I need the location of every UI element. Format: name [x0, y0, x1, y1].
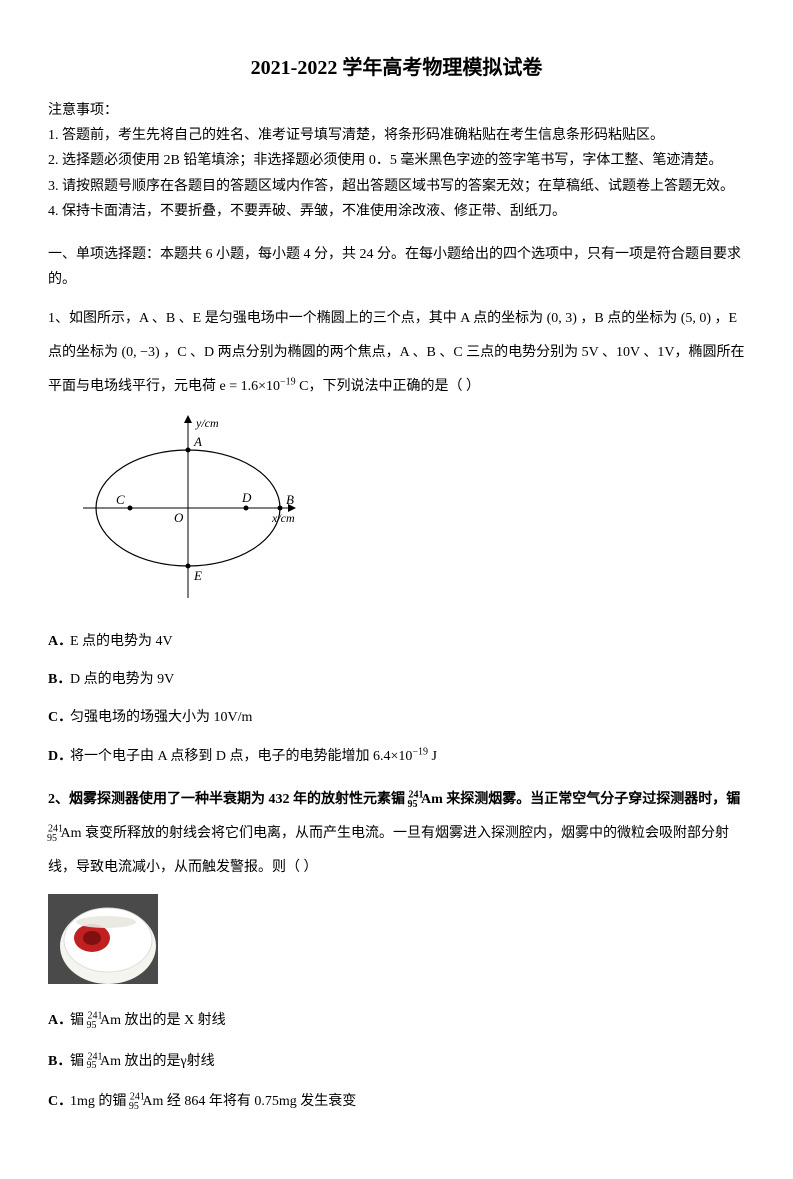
q2a-pre: 镅 [70, 1013, 88, 1028]
q2-option-c: C．1mg 的镅 24195 Am 经 864 年将有 0.75mg 发生衰变 [48, 1088, 745, 1114]
q2-opt-a-text: 镅 24195 Am 放出的是 X 射线 [70, 1013, 226, 1028]
notice-3: 3. 请按照题号顺序在各题目的答题区域内作答，超出答题区域书写的答案无效；在草稿… [48, 174, 745, 199]
notice-head: 注意事项： [48, 98, 745, 123]
q2-body: 来探测烟雾。当正常空气分子穿过探测器时，镅 [443, 792, 741, 807]
q2-opt-c-text: 1mg 的镅 24195 Am 经 864 年将有 0.75mg 发生衰变 [70, 1094, 356, 1109]
section-1-heading: 一、单项选择题：本题共 6 小题，每小题 4 分，共 24 分。在每小题给出的四… [48, 242, 745, 292]
notice-2: 2. 选择题必须使用 2B 铅笔填涂；非选择题必须使用 0．5 毫米黑色字迹的签… [48, 148, 745, 173]
q1-body: 1、如图所示，A 、B 、E 是匀强电场中一个椭圆上的三个点，其中 A 点的坐标… [48, 311, 745, 393]
q1-exp: −19 [280, 376, 296, 387]
q1-text-2: C，下列说法中正确的是（ ） [299, 379, 480, 394]
q2-isotope-1: 24195 Am [409, 792, 443, 807]
option-label: B． [48, 668, 70, 692]
q1-d-pre: 将一个电子由 A 点移到 D 点，电子的电势能增加 6.4×10 [70, 749, 412, 764]
q2c-pre: 1mg 的镅 [70, 1094, 130, 1109]
svg-text:A: A [193, 434, 202, 449]
page-title: 2021-2022 学年高考物理模拟试卷 [48, 50, 745, 86]
svg-text:y/cm: y/cm [195, 416, 219, 430]
svg-text:C: C [116, 492, 125, 507]
q1-diagram: y/cm x/cm A E B C D O [78, 413, 745, 612]
q1-option-c: C．匀强电场的场强大小为 10V/m [48, 706, 745, 730]
notice-1: 1. 答题前，考生先将自己的姓名、准考证号填写清楚，将条形码准确粘贴在考生信息条… [48, 123, 745, 148]
q1-prefix: 1、如图所示， [48, 311, 139, 326]
option-label: A． [48, 630, 70, 654]
q1-option-b: B．D 点的电势为 9V [48, 668, 745, 692]
q2-body2: Am 衰变所释放的射线会将它们电离，从而产生电流。一旦有烟雾进入探测腔内，烟雾中… [48, 826, 729, 875]
q1-opt-c-text: 匀强电场的场强大小为 10V/m [70, 710, 252, 725]
q1-opt-a-text: E 点的电势为 4V [70, 634, 173, 649]
q1-d-exp: −19 [412, 747, 428, 758]
q1-option-a: A．E 点的电势为 4V [48, 630, 745, 654]
q2-option-b: B．镅 24195 Am 放出的是γ射线 [48, 1048, 745, 1074]
question-1: 1、如图所示，A 、B 、E 是匀强电场中一个椭圆上的三个点，其中 A 点的坐标… [48, 302, 745, 403]
option-label: B． [48, 1050, 70, 1074]
q2-iso: Am [421, 792, 443, 807]
q1-option-d: D．将一个电子由 A 点移到 D 点，电子的电势能增加 6.4×10−19 J [48, 744, 745, 769]
q2a-post: Am 放出的是 X 射线 [100, 1013, 226, 1028]
option-label: C． [48, 706, 70, 730]
q1-opt-d-text: 将一个电子由 A 点移到 D 点，电子的电势能增加 6.4×10−19 J [70, 749, 437, 764]
svg-text:E: E [193, 568, 202, 583]
svg-text:O: O [174, 510, 184, 525]
svg-text:B: B [286, 492, 294, 507]
q2-photo [48, 894, 745, 993]
svg-text:D: D [241, 490, 252, 505]
option-label: D． [48, 745, 70, 769]
svg-text:x/cm: x/cm [271, 511, 295, 525]
q2b-pre: 镅 [70, 1054, 88, 1069]
option-label: C． [48, 1090, 70, 1114]
q1-opt-b-text: D 点的电势为 9V [70, 672, 174, 687]
q2b-post: Am 放出的是γ射线 [100, 1054, 215, 1069]
q2-opt-b-text: 镅 24195 Am 放出的是γ射线 [70, 1054, 215, 1069]
question-2: 2、烟雾探测器使用了一种半衰期为 432 年的放射性元素镅 24195 Am 来… [48, 783, 745, 884]
option-label: A． [48, 1009, 70, 1033]
q1-d-post: J [428, 749, 437, 764]
q2c-post: Am 经 864 年将有 0.75mg 发生衰变 [142, 1094, 356, 1109]
q2-option-a: A．镅 24195 Am 放出的是 X 射线 [48, 1008, 745, 1034]
q2-prefix: 2、烟雾探测器使用了一种半衰期为 432 年的放射性元素镅 [48, 792, 409, 807]
q2-isotope-2: 24195 [48, 826, 61, 841]
notice-4: 4. 保持卡面清洁，不要折叠，不要弄破、弄皱，不准使用涂改液、修正带、刮纸刀。 [48, 199, 745, 224]
